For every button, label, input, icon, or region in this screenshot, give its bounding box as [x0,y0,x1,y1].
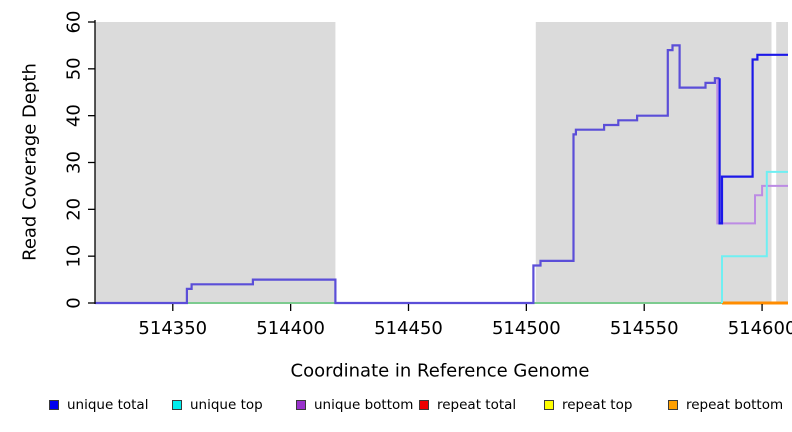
legend-item-repeat-total: repeat total [419,398,516,412]
legend-label: repeat top [562,397,633,413]
legend-label: unique total [67,397,149,413]
legend-item-repeat-bottom: repeat bottom [668,398,783,412]
y-tick-label: 50 [64,57,85,80]
x-tick-label: 514500 [492,318,561,339]
y-tick-label: 60 [64,11,85,34]
legend-swatch-icon [172,400,182,410]
legend-swatch-icon [668,400,678,410]
x-axis-label: Coordinate in Reference Genome [290,360,590,382]
unique-total-line-right [718,53,788,225]
y-tick-label: 30 [64,151,85,174]
legend-label: unique top [190,397,263,413]
legend-label: repeat bottom [686,397,784,413]
y-tick-label: 0 [64,297,85,308]
unique-bottom-line [716,78,788,225]
x-tick-label: 514400 [256,318,325,339]
coverage-plot: 0 10 20 30 40 50 60 514350 514400 514450 514500 514… [64,11,792,339]
legend-label: repeat total [437,397,517,413]
shaded-region [776,22,788,303]
unique-top-line [721,170,788,303]
y-tick-label: 20 [64,198,85,221]
legend-swatch-icon [419,400,429,410]
unique-total-line-left [95,44,720,305]
legend-item-unique-top: unique top [172,398,263,412]
x-tick-label: 514350 [138,318,207,339]
legend-item-unique-total: unique total [49,398,148,412]
legend-item-unique-bottom: unique bottom [296,398,413,412]
legend-label: unique bottom [314,397,414,413]
y-tick-label: 40 [64,104,85,127]
legend-swatch-icon [49,400,59,410]
y-axis-label: Read Coverage Depth [19,63,41,261]
x-tick-label: 514450 [374,318,443,339]
y-tick-label: 10 [64,245,85,268]
legend-swatch-icon [544,400,554,410]
x-tick-label: 514600 [728,318,792,339]
shaded-region [95,22,336,303]
legend-item-repeat-top: repeat top [544,398,632,412]
legend-swatch-icon [296,400,306,410]
x-tick-label: 514550 [610,318,679,339]
